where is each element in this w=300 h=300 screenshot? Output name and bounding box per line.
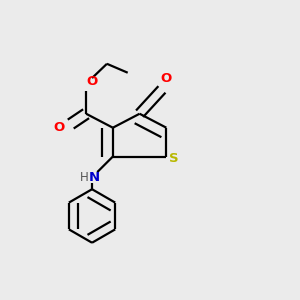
Text: N: N bbox=[89, 171, 100, 184]
Text: S: S bbox=[169, 152, 178, 164]
Text: O: O bbox=[53, 121, 64, 134]
Text: O: O bbox=[161, 72, 172, 85]
Text: O: O bbox=[86, 74, 98, 88]
Text: H: H bbox=[80, 171, 88, 184]
